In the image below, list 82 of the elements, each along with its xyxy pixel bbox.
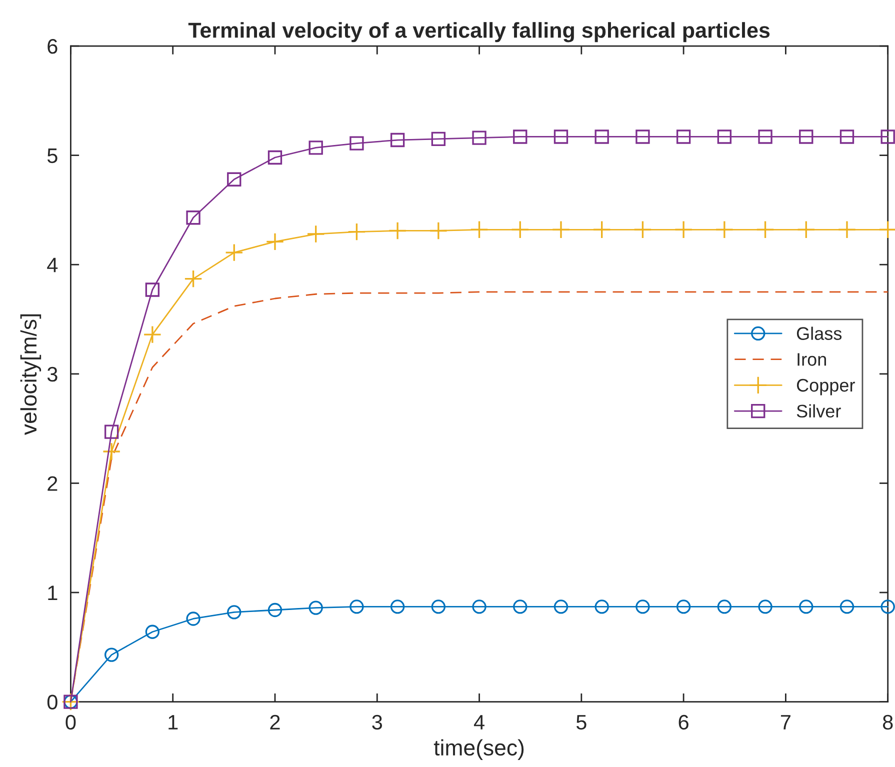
point: [308, 140, 323, 155]
point: [513, 600, 528, 614]
x-tick-label: 2: [270, 714, 280, 730]
legend-label: Iron: [798, 353, 826, 366]
point: [429, 222, 448, 240]
point: [104, 648, 119, 662]
y-tick-label: 5: [47, 148, 58, 164]
x-tick-label: 0: [66, 714, 76, 730]
y-tick-label: 4: [47, 258, 58, 272]
x-tick-label: 3: [372, 714, 382, 730]
point: [594, 130, 609, 144]
point: [431, 132, 446, 146]
point: [676, 600, 691, 614]
point: [592, 220, 612, 239]
point: [104, 424, 119, 439]
point: [552, 220, 570, 239]
y-tick-label: 6: [48, 39, 58, 54]
point: [840, 600, 854, 614]
point: [186, 612, 200, 626]
y-tick-label: 1: [48, 586, 58, 600]
point: [796, 220, 816, 239]
point: [880, 600, 895, 614]
chart-title: Terminal velocity of a vertically falling spherical particles: [188, 22, 770, 42]
point: [554, 130, 568, 144]
y-tick-label: 3: [47, 366, 58, 382]
point: [102, 442, 121, 461]
point: [758, 130, 772, 144]
y-tick-label: 0: [47, 694, 58, 710]
x-tick-label: 6: [678, 714, 688, 730]
point: [880, 130, 895, 144]
point: [840, 130, 854, 144]
point: [799, 600, 814, 614]
point: [717, 130, 732, 144]
point: [350, 600, 364, 614]
point: [348, 222, 366, 241]
point: [513, 130, 528, 144]
point: [758, 600, 772, 614]
point: [306, 224, 326, 244]
x-tick-label: 4: [474, 715, 484, 730]
point: [636, 130, 650, 144]
point: [227, 172, 242, 186]
point: [554, 600, 568, 614]
point: [145, 624, 160, 639]
point: [634, 220, 652, 239]
point: [676, 130, 691, 144]
x-tick-label: 1: [168, 715, 178, 730]
point: [674, 220, 693, 239]
y-axis-title: velocity[m/s]: [20, 314, 42, 435]
x-tick-label: 5: [576, 715, 586, 730]
point: [756, 220, 774, 239]
legend-label: Copper: [796, 378, 855, 396]
point: [350, 136, 364, 150]
point: [388, 222, 407, 240]
point: [390, 600, 405, 614]
legend-label: Glass: [796, 326, 842, 340]
point: [717, 600, 732, 614]
point: [268, 150, 282, 165]
point: [510, 220, 530, 239]
point: [431, 600, 446, 614]
point: [308, 600, 323, 615]
point: [715, 220, 734, 239]
point: [470, 220, 488, 239]
point: [799, 130, 814, 144]
point: [636, 600, 650, 614]
point: [472, 600, 486, 614]
point: [184, 270, 202, 288]
point: [594, 600, 609, 614]
x-tick-label: 7: [780, 715, 790, 730]
x-tick-label: 8: [882, 714, 893, 730]
point: [143, 325, 162, 344]
point: [145, 282, 160, 297]
point: [838, 220, 856, 239]
point: [186, 210, 200, 225]
point: [390, 132, 405, 148]
y-tick-label: 2: [48, 476, 58, 491]
point: [224, 243, 244, 262]
legend-label: Silver: [796, 404, 841, 418]
point: [268, 602, 282, 618]
point: [472, 130, 486, 145]
x-axis-title: time(sec): [434, 739, 524, 760]
point: [266, 232, 284, 251]
point: [227, 605, 242, 620]
